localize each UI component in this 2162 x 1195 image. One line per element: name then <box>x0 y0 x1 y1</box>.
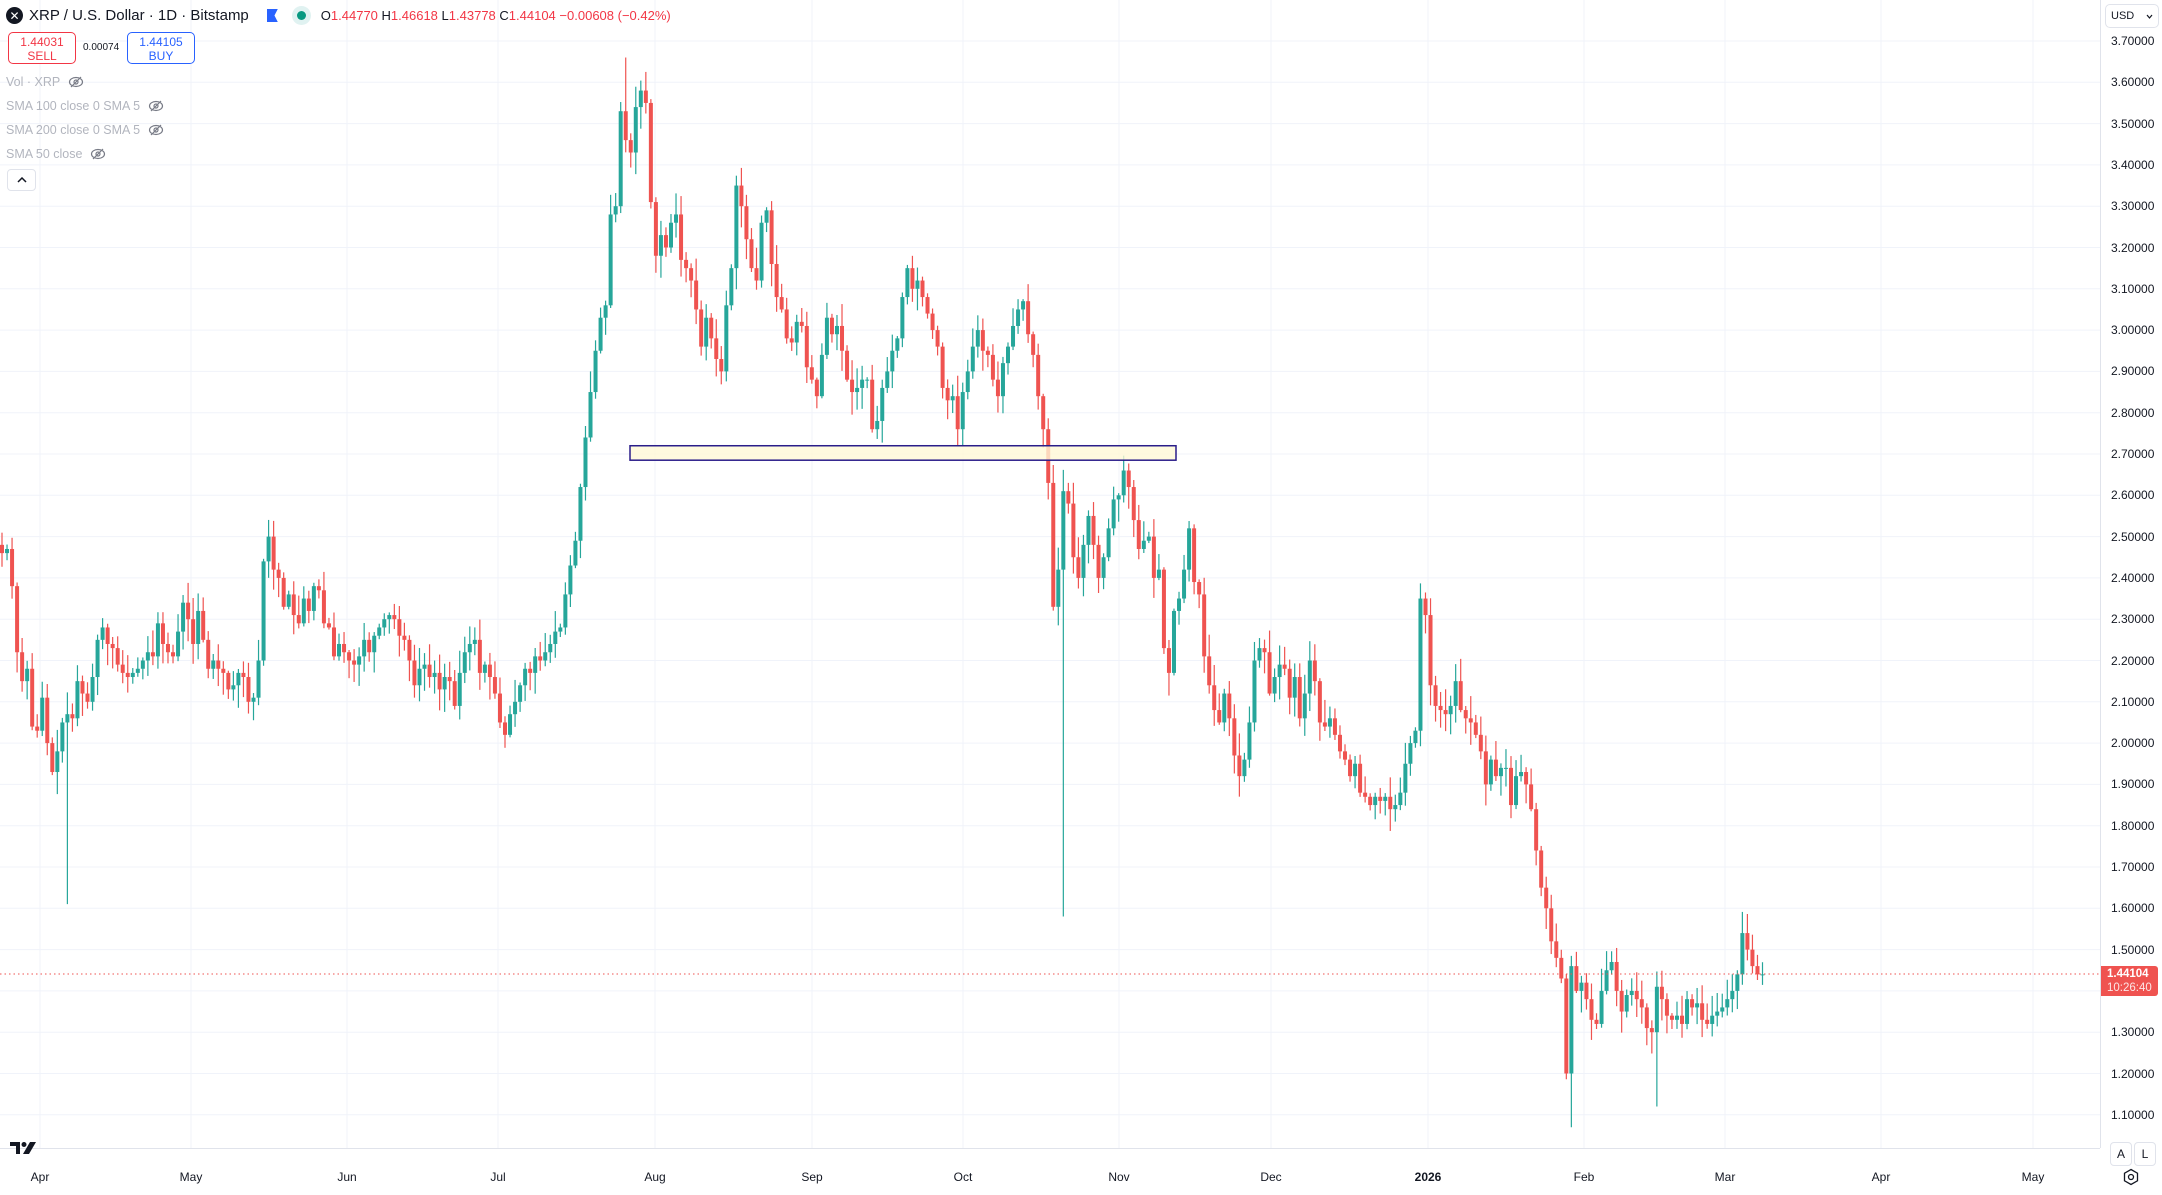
time-tick-label: 2026 <box>1414 1170 1442 1184</box>
price-tick-label: 2.90000 <box>2111 364 2155 379</box>
time-tick-label: Jun <box>337 1170 357 1184</box>
tradingview-logo-icon <box>10 1142 36 1154</box>
price-chart[interactable] <box>0 0 2100 1148</box>
time-tick-label: May <box>179 1170 203 1184</box>
buy-button[interactable]: 1.44105 BUY <box>127 32 195 64</box>
tradingview-logo[interactable] <box>10 1140 40 1161</box>
price-tick-label: 3.10000 <box>2111 281 2155 296</box>
flag-icon[interactable] <box>266 9 278 22</box>
sell-button[interactable]: 1.44031 SELL <box>8 32 76 64</box>
indicator-volume[interactable]: Vol · XRP <box>6 75 84 89</box>
price-tick-label: 1.20000 <box>2111 1066 2155 1081</box>
price-tick-label: 3.50000 <box>2111 116 2155 131</box>
price-tick-label: 1.70000 <box>2111 860 2155 874</box>
xrp-logo-icon: ✕ <box>6 7 23 24</box>
price-tick-label: 2.10000 <box>2111 694 2155 709</box>
time-tick-label: Dec <box>1260 1170 1282 1184</box>
eye-off-icon[interactable] <box>148 124 164 136</box>
eye-off-icon[interactable] <box>90 148 106 160</box>
sell-price: 1.44031 <box>20 35 64 49</box>
time-axis[interactable] <box>0 1148 2100 1195</box>
price-tick-label: 2.40000 <box>2111 570 2155 585</box>
price-tick-label: 2.20000 <box>2111 653 2155 668</box>
sell-label: SELL <box>27 49 57 63</box>
chart-legend: ✕ XRP / U.S. Dollar · 1D · Bitstamp O1.4… <box>6 6 671 25</box>
time-tick-label: Sep <box>801 1170 823 1184</box>
log-scale-button[interactable]: L <box>2134 1142 2156 1166</box>
time-tick-label: Nov <box>1108 1170 1130 1184</box>
collapse-legend-button[interactable] <box>7 169 36 191</box>
time-tick-label: May <box>2021 1170 2045 1184</box>
indicator-sma100[interactable]: SMA 100 close 0 SMA 5 <box>6 99 164 113</box>
time-tick-label: Mar <box>1714 1170 1736 1184</box>
time-tick-label: Oct <box>953 1170 973 1184</box>
price-tick-label: 2.30000 <box>2111 612 2155 627</box>
spread-value: 0.00074 <box>83 42 120 53</box>
time-tick-label: Feb <box>1573 1170 1595 1184</box>
time-tick-label: Aug <box>644 1170 666 1184</box>
price-axis[interactable] <box>2100 0 2162 1148</box>
chevron-down-icon <box>2146 14 2153 19</box>
market-open-icon <box>291 6 311 25</box>
price-tick-label: 3.30000 <box>2111 199 2155 214</box>
price-tick-label: 3.60000 <box>2111 75 2155 90</box>
chevron-up-icon <box>16 177 27 183</box>
time-tick-label: Apr <box>30 1170 50 1184</box>
indicator-sma200[interactable]: SMA 200 close 0 SMA 5 <box>6 123 164 137</box>
currency-select[interactable]: USD <box>2105 4 2159 28</box>
price-tick-label: 1.10000 <box>2111 1107 2155 1122</box>
indicator-sma50[interactable]: SMA 50 close <box>6 147 106 161</box>
eye-off-icon[interactable] <box>148 100 164 112</box>
buy-price: 1.44105 <box>139 35 183 49</box>
price-tick-label: 2.60000 <box>2111 488 2155 503</box>
settings-gear-icon[interactable] <box>2122 1168 2140 1186</box>
time-tick-label: Jul <box>490 1170 506 1184</box>
ohlc-values: O1.44770 H1.46618 L1.43778 C1.44104 −0.0… <box>320 8 671 23</box>
price-tick-label: 3.70000 <box>2111 34 2155 48</box>
price-tick-label: 1.60000 <box>2111 901 2155 916</box>
price-tick-label: 3.20000 <box>2111 240 2155 255</box>
chart-title[interactable]: XRP / U.S. Dollar · 1D · Bitstamp <box>29 7 249 24</box>
time-tick-label: Apr <box>1871 1170 1891 1184</box>
buy-label: BUY <box>148 49 174 63</box>
price-tick-label: 2.50000 <box>2111 529 2155 544</box>
price-tick-label: 3.00000 <box>2111 323 2155 338</box>
price-tick-label: 2.70000 <box>2111 447 2155 461</box>
price-tick-label: 1.50000 <box>2111 942 2155 957</box>
price-tick-label: 1.30000 <box>2111 1025 2155 1040</box>
price-tick-label: 3.40000 <box>2111 157 2155 172</box>
price-tick-label: 2.00000 <box>2111 736 2155 751</box>
auto-scale-button[interactable]: A <box>2110 1142 2132 1166</box>
last-price-tag: 1.44104 10:26:40 <box>2101 966 2158 996</box>
price-tick-label: 1.90000 <box>2111 777 2155 792</box>
price-tick-label: 1.80000 <box>2111 818 2155 833</box>
price-tick-label: 2.80000 <box>2111 405 2155 420</box>
eye-off-icon[interactable] <box>68 76 84 88</box>
